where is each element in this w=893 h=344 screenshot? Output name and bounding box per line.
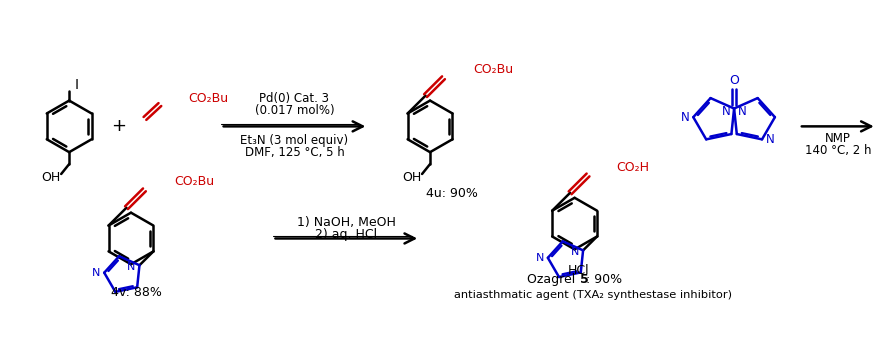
Text: CO₂H: CO₂H [616,161,649,173]
Text: OH: OH [403,171,421,184]
Text: N: N [681,111,689,123]
Text: O: O [730,74,739,87]
Text: 2) aq. HCl: 2) aq. HCl [315,228,378,241]
Text: CO₂Bu: CO₂Bu [188,92,228,105]
Text: CO₂Bu: CO₂Bu [473,63,513,76]
Text: HCl: HCl [567,264,588,277]
Text: I: I [74,78,79,92]
Text: 4v: 88%: 4v: 88% [111,286,162,299]
Text: OH: OH [42,171,61,184]
Text: N: N [536,253,544,263]
Text: N: N [738,105,747,118]
Text: N: N [128,262,136,272]
Text: +: + [112,117,127,136]
Text: Ozagrel: Ozagrel [527,273,579,286]
Text: N: N [722,105,730,118]
Text: N: N [92,268,100,278]
Text: : 90%: : 90% [587,273,622,286]
Text: 4u: 90%: 4u: 90% [426,187,478,200]
Text: 5: 5 [580,273,589,286]
Text: N: N [765,133,774,146]
Text: N: N [571,247,580,257]
Text: 140 °C, 2 h: 140 °C, 2 h [805,144,871,157]
Text: (0.017 mol%): (0.017 mol%) [255,104,334,117]
Text: DMF, 125 °C, 5 h: DMF, 125 °C, 5 h [245,146,345,159]
Text: Pd(0) Cat. 3: Pd(0) Cat. 3 [260,92,330,105]
Text: Et₃N (3 mol equiv): Et₃N (3 mol equiv) [240,134,348,147]
Text: antiasthmatic agent (TXA₂ synthestase inhibitor): antiasthmatic agent (TXA₂ synthestase in… [454,290,731,300]
Text: 1) NaOH, MeOH: 1) NaOH, MeOH [296,216,396,229]
Text: NMP: NMP [825,132,851,145]
Text: CO₂Bu: CO₂Bu [174,175,214,189]
